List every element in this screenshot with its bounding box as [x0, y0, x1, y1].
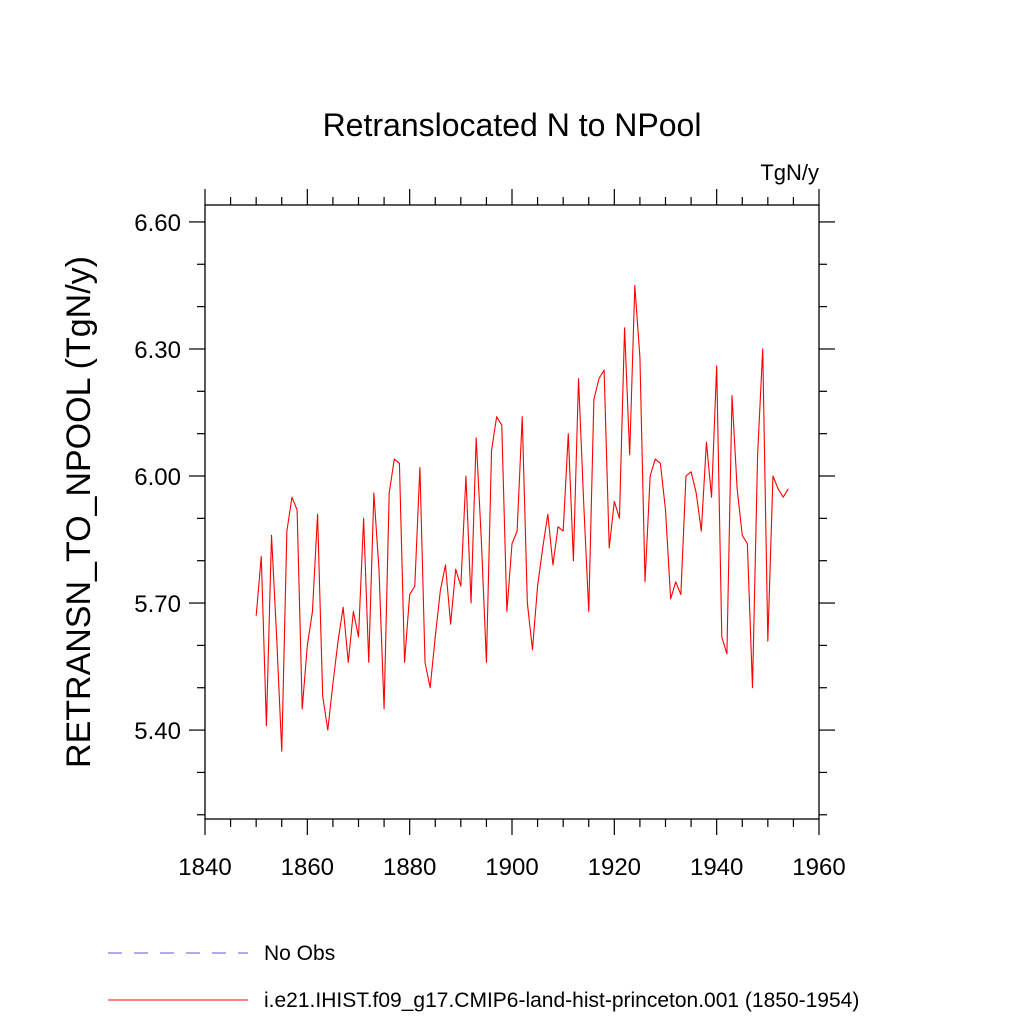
y-tick-label: 6.30	[134, 337, 181, 364]
y-tick-label: 5.40	[134, 718, 181, 745]
legend-label-0: No Obs	[264, 942, 335, 965]
chart-title: Retranslocated N to NPool	[323, 107, 702, 143]
x-tick-label: 1960	[792, 854, 845, 881]
x-tick-label: 1900	[485, 854, 538, 881]
legend-label-1: i.e21.IHIST.f09_g17.CMIP6-land-hist-prin…	[264, 989, 859, 1012]
legend: No Obs i.e21.IHIST.f09_g17.CMIP6-land-his…	[108, 942, 859, 1012]
y-tick-label: 5.70	[134, 591, 181, 618]
x-tick-label: 1940	[690, 854, 743, 881]
series-line-1	[255, 284, 789, 752]
x-tick-label: 1860	[281, 854, 334, 881]
axis-ticks	[189, 189, 835, 835]
units-label: TgN/y	[760, 160, 819, 185]
y-axis-label: RETRANSN_TO_NPOOL (TgN/y)	[60, 256, 98, 768]
x-tick-label: 1840	[178, 854, 231, 881]
y-tick-label: 6.60	[134, 210, 181, 237]
x-tick-label: 1920	[588, 854, 641, 881]
series-layer	[255, 284, 789, 752]
x-tick-label: 1880	[383, 854, 436, 881]
y-tick-label: 6.00	[134, 464, 181, 491]
tick-labels: 1840 1860 1880 1900 1920 1940 1960 5.40 5.70 6.00…	[134, 210, 845, 881]
